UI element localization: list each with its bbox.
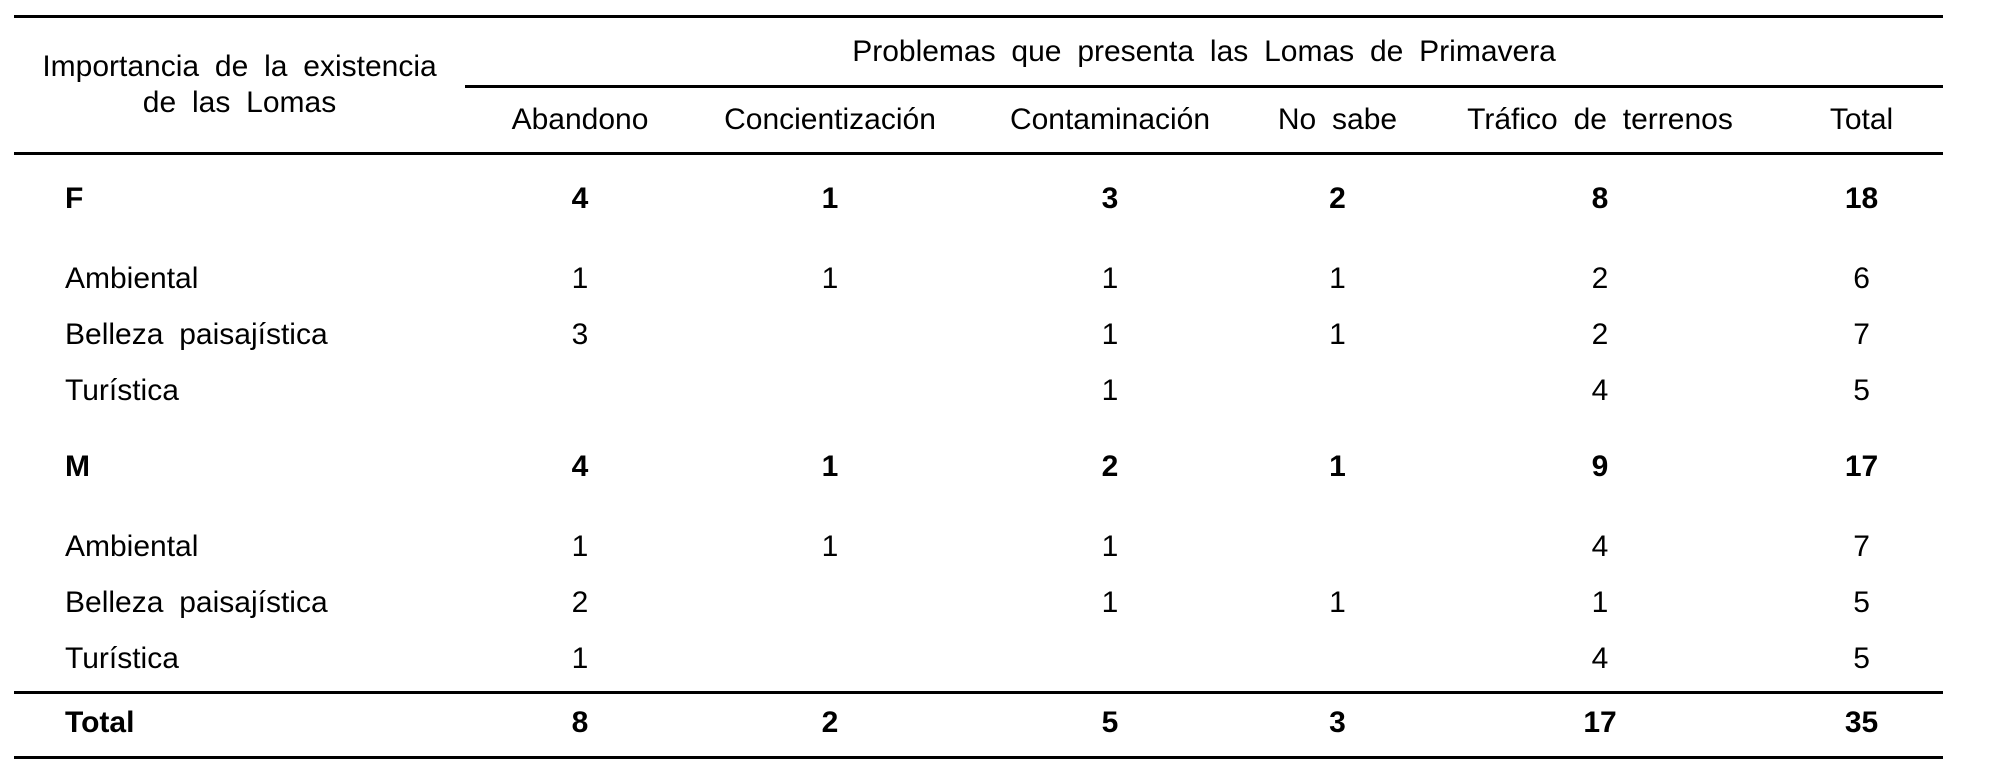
value-cell: 5 bbox=[965, 691, 1255, 759]
value-cell: 9 bbox=[1591, 450, 1609, 483]
value-cell: 1 bbox=[1101, 530, 1119, 563]
row-total: Total 8 2 5 3 17 35 bbox=[14, 691, 1944, 759]
row-f: F 4 1 3 2 8 18 bbox=[14, 154, 1943, 252]
column-header-no-sabe: No sabe bbox=[1255, 86, 1420, 155]
value-cell: 35 bbox=[1780, 691, 1944, 759]
row-label: Belleza paisajística bbox=[65, 586, 328, 619]
header-row-columns: Abandono Concientización Contaminación N… bbox=[14, 86, 1944, 155]
row-label: Turística bbox=[65, 642, 179, 675]
value-cell: 6 bbox=[1853, 262, 1870, 295]
row-label: F bbox=[65, 182, 84, 215]
row-label: M bbox=[65, 450, 90, 483]
value-cell: 1 bbox=[1101, 262, 1119, 295]
value-cell: 1 bbox=[571, 530, 589, 563]
row-label: Total bbox=[14, 691, 465, 759]
value-cell: 7 bbox=[1853, 318, 1870, 351]
value-cell: 4 bbox=[1591, 374, 1609, 407]
value-cell: 4 bbox=[571, 182, 589, 215]
value-cell: 2 bbox=[571, 586, 589, 619]
value-cell bbox=[695, 631, 965, 693]
header-row-group: Importancia de la existencia de las Loma… bbox=[14, 16, 1944, 155]
value-cell: 4 bbox=[571, 450, 589, 483]
value-cell bbox=[695, 575, 965, 631]
value-cell: 2 bbox=[1591, 318, 1609, 351]
value-cell: 1 bbox=[1101, 374, 1119, 407]
value-cell: 3 bbox=[1255, 691, 1420, 759]
value-cell: 18 bbox=[1844, 182, 1879, 215]
value-cell: 1 bbox=[1591, 586, 1609, 619]
value-cell bbox=[1255, 631, 1420, 693]
row-m: M 4 1 2 1 9 17 bbox=[14, 423, 1943, 519]
value-cell: 2 bbox=[695, 691, 965, 759]
value-cell: 1 bbox=[1101, 586, 1119, 619]
crosstab-container: Importancia de la existencia de las Loma… bbox=[14, 15, 1944, 759]
value-cell: 7 bbox=[1853, 530, 1870, 563]
column-header-total: Total bbox=[1780, 86, 1944, 155]
value-cell: 2 bbox=[1329, 182, 1346, 215]
value-cell: 8 bbox=[465, 691, 695, 759]
row-f-belleza-paisajistica: Belleza paisajística 3 1 1 2 7 bbox=[14, 307, 1943, 363]
value-cell: 3 bbox=[571, 318, 589, 351]
value-cell: 1 bbox=[1329, 450, 1346, 483]
value-cell: 1 bbox=[821, 530, 839, 563]
value-cell: 5 bbox=[1853, 374, 1870, 407]
value-cell bbox=[695, 363, 965, 423]
value-cell: 5 bbox=[1853, 642, 1870, 675]
value-cell: 8 bbox=[1591, 182, 1609, 215]
value-cell: 1 bbox=[571, 642, 589, 675]
value-cell bbox=[1255, 519, 1420, 575]
value-cell: 4 bbox=[1591, 642, 1609, 675]
column-header-trafico-de-terrenos: Tráfico de terrenos bbox=[1420, 86, 1780, 155]
value-cell: 2 bbox=[1101, 450, 1119, 483]
row-label: Ambiental bbox=[65, 530, 199, 563]
crosstab-table: Importancia de la existencia de las Loma… bbox=[14, 15, 1944, 759]
value-cell: 1 bbox=[1329, 318, 1346, 351]
column-header-contaminacion: Contaminación bbox=[965, 86, 1255, 155]
row-m-ambiental: Ambiental 1 1 1 4 7 bbox=[14, 519, 1943, 575]
row-label: Ambiental bbox=[65, 262, 199, 295]
value-cell: 1 bbox=[1329, 586, 1346, 619]
value-cell: 1 bbox=[821, 262, 839, 295]
row-f-turistica: Turística 1 4 5 bbox=[14, 363, 1943, 423]
row-m-belleza-paisajistica: Belleza paisajística 2 1 1 1 5 bbox=[14, 575, 1943, 631]
column-group-header: Problemas que presenta las Lomas de Prim… bbox=[465, 16, 1944, 88]
value-cell: 5 bbox=[1853, 586, 1870, 619]
value-cell: 17 bbox=[1844, 450, 1879, 483]
row-dimension-title-text: Importancia de la existencia de las Loma… bbox=[42, 50, 437, 119]
row-label: Turística bbox=[65, 374, 179, 407]
value-cell bbox=[1255, 363, 1420, 423]
value-cell: 1 bbox=[1101, 318, 1119, 351]
value-cell: 3 bbox=[1101, 182, 1119, 215]
value-cell: 1 bbox=[821, 450, 839, 483]
value-cell: 4 bbox=[1591, 530, 1609, 563]
value-cell: 1 bbox=[1329, 262, 1346, 295]
value-cell: 1 bbox=[571, 262, 589, 295]
value-cell bbox=[965, 631, 1255, 693]
value-cell: 17 bbox=[1420, 691, 1780, 759]
value-cell: 2 bbox=[1591, 262, 1609, 295]
value-cell bbox=[465, 363, 695, 423]
column-header-abandono: Abandono bbox=[465, 86, 695, 155]
value-cell bbox=[695, 307, 965, 363]
row-dimension-title: Importancia de la existencia de las Loma… bbox=[14, 16, 465, 155]
row-label: Belleza paisajística bbox=[65, 318, 328, 351]
row-m-turistica: Turística 1 4 5 bbox=[14, 631, 1943, 693]
row-f-ambiental: Ambiental 1 1 1 1 2 6 bbox=[14, 251, 1943, 307]
value-cell: 1 bbox=[821, 182, 839, 215]
column-header-concientizacion: Concientización bbox=[695, 86, 965, 155]
